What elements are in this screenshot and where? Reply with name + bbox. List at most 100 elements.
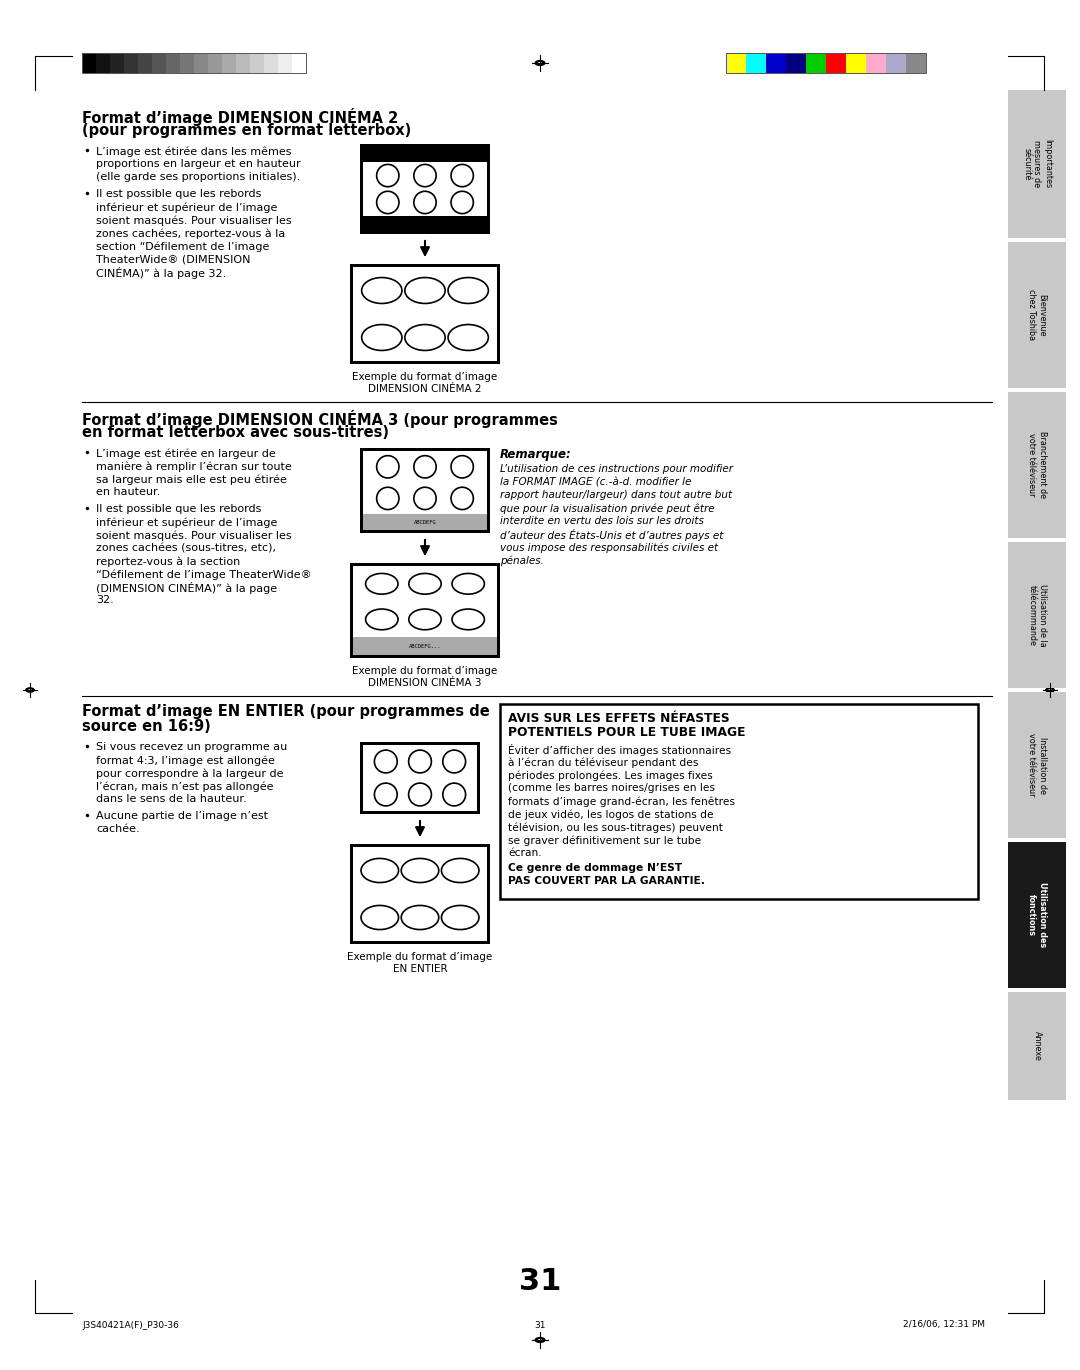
Ellipse shape bbox=[405, 325, 445, 351]
Text: proportions en largeur et en hauteur: proportions en largeur et en hauteur bbox=[96, 159, 300, 169]
Circle shape bbox=[375, 751, 397, 773]
Bar bbox=[1008, 242, 1066, 388]
Text: EN ENTIER: EN ENTIER bbox=[393, 964, 447, 974]
Text: vous impose des responsabilités civiles et: vous impose des responsabilités civiles … bbox=[500, 543, 718, 552]
Bar bbox=[138, 53, 152, 73]
Ellipse shape bbox=[362, 325, 402, 351]
Text: 31: 31 bbox=[535, 1321, 545, 1329]
Text: 2/16/06, 12:31 PM: 2/16/06, 12:31 PM bbox=[903, 1321, 985, 1329]
Text: (DIMENSION CINÉMA)” à la page: (DIMENSION CINÉMA)” à la page bbox=[96, 582, 278, 595]
Text: Annexe: Annexe bbox=[1032, 1032, 1041, 1060]
Bar bbox=[292, 53, 306, 73]
Text: reportez-vous à la section: reportez-vous à la section bbox=[96, 556, 240, 567]
Bar bbox=[363, 216, 487, 232]
Circle shape bbox=[377, 164, 399, 186]
Text: Si vous recevez un programme au: Si vous recevez un programme au bbox=[96, 743, 287, 752]
Text: Branchement de
votre téléviseur: Branchement de votre téléviseur bbox=[1027, 432, 1047, 499]
Text: AVIS SUR LES EFFETS NÉFASTES: AVIS SUR LES EFFETS NÉFASTES bbox=[508, 712, 730, 725]
Bar bbox=[906, 53, 926, 73]
Bar bbox=[124, 53, 138, 73]
Bar bbox=[1008, 90, 1066, 238]
Text: la FORMAT IMAGE (c.-à-d. modifier le: la FORMAT IMAGE (c.-à-d. modifier le bbox=[500, 477, 691, 486]
Text: pour correspondre à la largeur de: pour correspondre à la largeur de bbox=[96, 769, 283, 778]
Text: à l’écran du téléviseur pendant des: à l’écran du téléviseur pendant des bbox=[508, 758, 699, 767]
Text: sa largeur mais elle est peu étirée: sa largeur mais elle est peu étirée bbox=[96, 474, 287, 485]
Text: Ce genre de dommage N’EST: Ce genre de dommage N’EST bbox=[508, 863, 683, 873]
Text: Éviter d’afficher des images stationnaires: Éviter d’afficher des images stationnair… bbox=[508, 744, 731, 756]
Bar bbox=[249, 53, 264, 73]
Ellipse shape bbox=[402, 859, 438, 882]
Bar bbox=[726, 53, 746, 73]
Bar bbox=[278, 53, 292, 73]
Bar bbox=[363, 147, 487, 162]
Ellipse shape bbox=[1045, 688, 1054, 692]
Text: inférieur et supérieur de l’image: inférieur et supérieur de l’image bbox=[96, 516, 278, 527]
Ellipse shape bbox=[453, 574, 485, 595]
Ellipse shape bbox=[536, 1337, 544, 1343]
Ellipse shape bbox=[26, 688, 35, 692]
Ellipse shape bbox=[409, 574, 442, 595]
Circle shape bbox=[377, 488, 399, 510]
Text: manière à remplir l’écran sur toute: manière à remplir l’écran sur toute bbox=[96, 460, 292, 471]
Text: télévision, ou les sous-titrages) peuvent: télévision, ou les sous-titrages) peuven… bbox=[508, 822, 723, 833]
Text: Utilisation des
fonctions: Utilisation des fonctions bbox=[1027, 882, 1047, 948]
Text: L’image est étirée en largeur de: L’image est étirée en largeur de bbox=[96, 448, 275, 459]
Circle shape bbox=[451, 164, 473, 186]
Bar bbox=[500, 704, 978, 899]
Bar bbox=[237, 53, 249, 73]
Bar bbox=[350, 844, 490, 944]
Text: DIMENSION CINÉMA 2: DIMENSION CINÉMA 2 bbox=[368, 384, 482, 395]
Text: formats d’image grand-écran, les fenêtres: formats d’image grand-écran, les fenêtre… bbox=[508, 796, 735, 807]
Bar bbox=[350, 264, 500, 364]
Circle shape bbox=[377, 192, 399, 214]
Text: l’écran, mais n’est pas allongée: l’écran, mais n’est pas allongée bbox=[96, 781, 273, 792]
Bar bbox=[886, 53, 906, 73]
Text: Il est possible que les rebords: Il est possible que les rebords bbox=[96, 189, 261, 199]
Text: Installation de
votre téléviseur: Installation de votre téléviseur bbox=[1027, 733, 1047, 797]
Text: Format d’image DIMENSION CINÉMA 3 (pour programmes: Format d’image DIMENSION CINÉMA 3 (pour … bbox=[82, 410, 558, 427]
Text: soient masqués. Pour visualiser les: soient masqués. Pour visualiser les bbox=[96, 530, 292, 541]
Bar bbox=[82, 53, 306, 73]
Bar bbox=[180, 53, 194, 73]
Ellipse shape bbox=[361, 859, 399, 882]
Circle shape bbox=[408, 751, 431, 773]
Bar bbox=[360, 144, 490, 234]
Text: se graver définitivement sur le tube: se graver définitivement sur le tube bbox=[508, 834, 701, 845]
Text: en hauteur.: en hauteur. bbox=[96, 486, 160, 497]
Text: CINÉMA)” à la page 32.: CINÉMA)” à la page 32. bbox=[96, 267, 226, 279]
Ellipse shape bbox=[362, 278, 402, 304]
Bar bbox=[82, 53, 96, 73]
Bar bbox=[208, 53, 222, 73]
Bar bbox=[363, 514, 487, 530]
Text: Format d’image DIMENSION CINÉMA 2: Format d’image DIMENSION CINÉMA 2 bbox=[82, 108, 399, 126]
Ellipse shape bbox=[402, 906, 438, 930]
Text: Importantes
mesures de
sécurité: Importantes mesures de sécurité bbox=[1022, 140, 1052, 189]
Ellipse shape bbox=[442, 859, 478, 882]
Ellipse shape bbox=[361, 906, 399, 930]
Ellipse shape bbox=[366, 610, 399, 630]
Bar bbox=[1008, 392, 1066, 538]
Text: DIMENSION CINÉMA 3: DIMENSION CINÉMA 3 bbox=[368, 678, 482, 688]
Text: (pour programmes en format letterbox): (pour programmes en format letterbox) bbox=[82, 123, 411, 138]
Bar bbox=[222, 53, 237, 73]
Text: écran.: écran. bbox=[508, 848, 542, 858]
Text: “Défilement de l’image TheaterWide®: “Défilement de l’image TheaterWide® bbox=[96, 569, 312, 580]
Text: (elle garde ses proportions initiales).: (elle garde ses proportions initiales). bbox=[96, 173, 300, 182]
Text: L’image est étirée dans les mêmes: L’image est étirée dans les mêmes bbox=[96, 147, 292, 156]
Text: ABCDEFG: ABCDEFG bbox=[414, 519, 436, 525]
Bar bbox=[806, 53, 826, 73]
Ellipse shape bbox=[538, 1338, 542, 1341]
Text: format 4:3, l’image est allongée: format 4:3, l’image est allongée bbox=[96, 755, 275, 766]
Ellipse shape bbox=[448, 278, 488, 304]
Bar bbox=[766, 53, 786, 73]
Bar bbox=[1008, 843, 1066, 988]
Bar bbox=[353, 267, 497, 362]
Circle shape bbox=[414, 456, 436, 478]
Bar bbox=[1008, 543, 1066, 688]
Text: périodes prolongées. Les images fixes: périodes prolongées. Les images fixes bbox=[508, 770, 713, 781]
Ellipse shape bbox=[366, 574, 399, 595]
Ellipse shape bbox=[1049, 689, 1052, 690]
Ellipse shape bbox=[409, 610, 442, 630]
Text: que pour la visualisation privée peut être: que pour la visualisation privée peut êt… bbox=[500, 503, 715, 514]
Bar bbox=[152, 53, 166, 73]
